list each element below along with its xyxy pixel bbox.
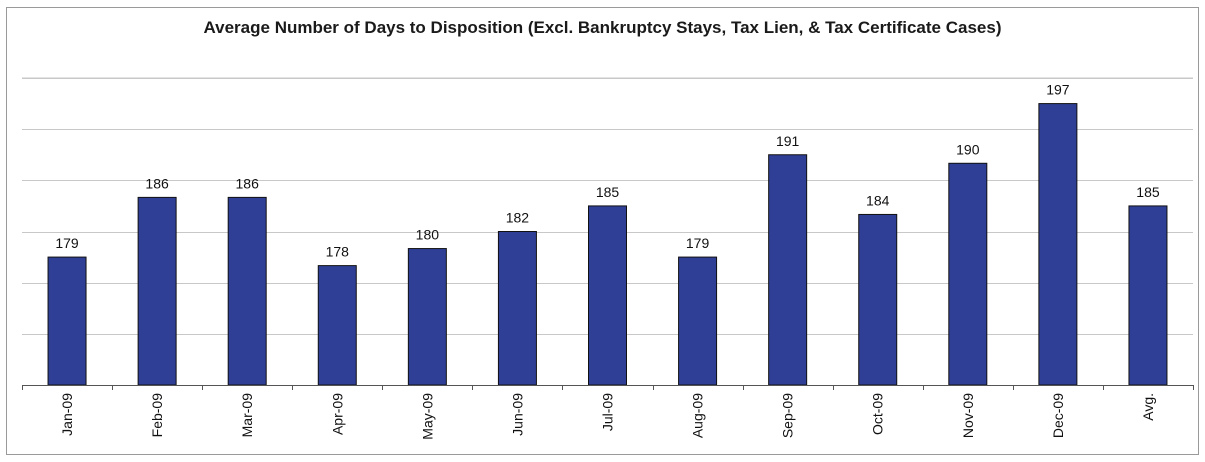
- x-tick-label: Oct-09: [870, 393, 886, 435]
- chart-title: Average Number of Days to Disposition (E…: [203, 18, 1002, 37]
- data-label: 182: [506, 210, 530, 226]
- data-label: 178: [326, 244, 350, 260]
- category-labels: Jan-09 Feb-09 Mar-09 Apr-09 May-09 Jun-09 Jul-…: [59, 393, 1156, 440]
- data-label: 185: [596, 184, 620, 200]
- value-labels: 179 186 186 178 180 182 185 179 191 184 190 197 185: [55, 82, 1159, 260]
- data-label: 185: [1136, 184, 1160, 200]
- data-label: 179: [55, 235, 79, 251]
- x-tick-label: Aug-09: [690, 393, 706, 438]
- x-tick-label: Mar-09: [239, 393, 255, 438]
- data-label: 191: [776, 133, 800, 149]
- bar-may-09: [407, 248, 447, 386]
- bar-apr-09: [317, 265, 357, 386]
- data-label: 180: [416, 227, 440, 243]
- x-tick-label: May-09: [419, 393, 435, 440]
- x-tick-label: Apr-09: [329, 393, 345, 435]
- data-label: 186: [145, 175, 169, 191]
- x-tick-label: Nov-09: [960, 393, 976, 438]
- x-tick-label: Dec-09: [1050, 393, 1066, 438]
- bar-jun-09: [497, 231, 537, 386]
- x-tick-label: Avg.: [1140, 393, 1156, 421]
- data-label: 186: [236, 175, 260, 191]
- bar-aug-09: [678, 256, 718, 386]
- bar-mar-09: [227, 196, 267, 386]
- data-label: 197: [1046, 82, 1070, 98]
- data-label: 190: [956, 141, 980, 157]
- data-label: 179: [686, 235, 710, 251]
- x-tick-label: Sep-09: [780, 393, 796, 438]
- x-axis: [22, 385, 1194, 390]
- bar-jan-09: [47, 256, 87, 386]
- bar-avg: [1128, 205, 1168, 386]
- bar-oct-09: [858, 213, 898, 386]
- x-tick-label: Jun-09: [509, 393, 525, 436]
- bars: [47, 103, 1168, 386]
- bar-sep-09: [768, 154, 808, 386]
- bar-nov-09: [948, 162, 988, 386]
- bar-feb-09: [137, 196, 177, 386]
- x-tick-label: Feb-09: [149, 393, 165, 438]
- bar-dec-09: [1038, 103, 1078, 386]
- x-tick-label: Jan-09: [59, 393, 75, 436]
- x-tick-label: Jul-09: [600, 393, 616, 431]
- bar-jul-09: [588, 205, 627, 386]
- data-label: 184: [866, 192, 890, 208]
